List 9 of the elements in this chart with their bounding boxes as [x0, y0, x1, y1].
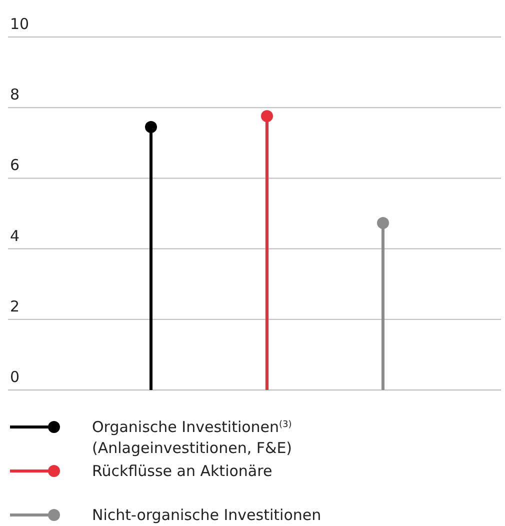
legend-label: Nicht-organische Investitionen: [92, 506, 322, 524]
y-tick-label: 0: [10, 368, 20, 386]
y-tick-label: 10: [10, 15, 30, 33]
legend-label: Organische Investitionen$^{(3)}$ (Anlageinvestitionen, F&E): [92, 418, 292, 457]
legend-label: Rückflüsse an Aktionäre: [92, 462, 272, 480]
y-tick-label: 4: [10, 226, 20, 245]
y-tick-label: 6: [10, 156, 20, 174]
y-tick-label: 2: [10, 297, 20, 316]
y-tick-label: 8: [10, 86, 20, 104]
